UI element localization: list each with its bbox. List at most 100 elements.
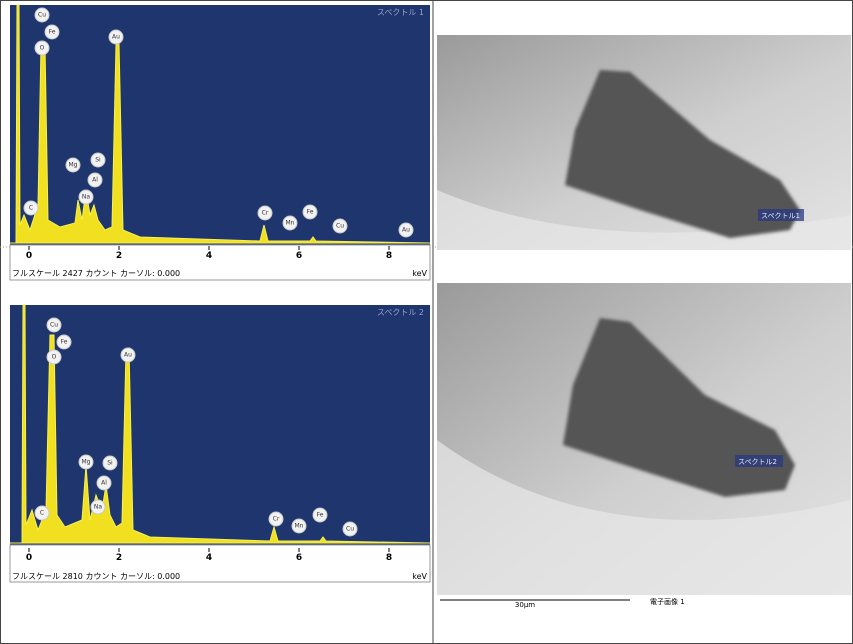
peak-label: Al — [96, 475, 112, 491]
footer: フルスケール 2427 カウント カーソル: 0.000 — [12, 269, 180, 278]
unit: keV — [412, 269, 427, 278]
peak-bubble — [302, 204, 318, 220]
peak-text: Cr — [262, 210, 269, 217]
peak-label: Mg — [78, 454, 94, 470]
spectrum-label: スペクトル 1 — [377, 8, 424, 17]
peak-label: Fe — [302, 204, 318, 220]
peak-label: Cu — [34, 7, 50, 23]
spectrum — [10, 4, 431, 244]
peak-label: Si — [102, 455, 118, 471]
peak-bubble — [78, 189, 94, 205]
peak-text: Cr — [273, 516, 280, 523]
peak-label: Mn — [291, 518, 307, 534]
peak-bubble — [90, 499, 106, 515]
peak-text: Fe — [61, 339, 68, 346]
x-tick-label: 0 — [26, 251, 32, 261]
peak-label: Cu — [332, 218, 348, 234]
peak-text: Na — [94, 504, 102, 511]
peak-bubble — [120, 347, 136, 363]
peak-label: O — [34, 40, 50, 56]
spectrum-panel: スペクトル 1 — [10, 4, 431, 245]
scale-length: 30μm — [515, 601, 535, 609]
x-tick-label: 4 — [206, 553, 212, 563]
peak-text: Fe — [307, 209, 314, 216]
peak-label: Na — [90, 499, 106, 515]
peak-label: Cr — [257, 205, 273, 221]
peak-text: Al — [92, 177, 98, 184]
peak-text: Mg — [69, 162, 78, 169]
peak-text: Fe — [317, 512, 324, 519]
peak-label: Au — [398, 222, 414, 238]
x-tick-label: 2 — [116, 553, 122, 563]
peak-bubble — [282, 215, 298, 231]
peak-text: Mg — [82, 459, 91, 466]
peak-bubble — [332, 218, 348, 234]
peak-label: C — [23, 200, 39, 216]
peak-label: Au — [108, 29, 124, 45]
peak-label: Mn — [282, 215, 298, 231]
peak-bubble — [46, 349, 62, 365]
peak-bubble — [102, 455, 118, 471]
peak-label: Na — [78, 189, 94, 205]
peak-text: Au — [112, 34, 120, 41]
peak-text: O — [52, 354, 57, 361]
peak-bubble — [398, 222, 414, 238]
peak-text: Mn — [295, 523, 304, 530]
peak-bubble — [291, 518, 307, 534]
peak-text: Fe — [49, 29, 56, 36]
peak-bubble — [96, 475, 112, 491]
peak-label: Cu — [46, 317, 62, 333]
sem-image: スペクトル2 — [437, 283, 851, 595]
axis-strip — [9, 244, 431, 281]
peak-label: Si — [90, 152, 106, 168]
peak-bubble — [34, 505, 50, 521]
peak-bubble — [56, 334, 72, 350]
peak-label: Fe — [56, 334, 72, 350]
peak-bubble — [268, 511, 284, 527]
peak-text: Au — [124, 352, 132, 359]
peak-bubble — [44, 24, 60, 40]
peak-text: Cu — [336, 223, 344, 230]
axis-strip — [9, 544, 431, 583]
x-tick-label: 4 — [206, 251, 212, 261]
spectrum-marker: スペクトル1 — [761, 212, 800, 220]
peak-label: Cr — [268, 511, 284, 527]
peak-text: C — [40, 510, 44, 517]
peak-bubble — [87, 172, 103, 188]
peak-label: Au — [120, 347, 136, 363]
peak-label: Fe — [44, 24, 60, 40]
x-tick-label: 6 — [296, 553, 302, 563]
peak-label: Cu — [342, 521, 358, 537]
x-tick-label: 2 — [116, 251, 122, 261]
peak-bubble — [108, 29, 124, 45]
x-tick-label: 6 — [296, 251, 302, 261]
peak-text: C — [29, 205, 33, 212]
peak-bubble — [90, 152, 106, 168]
peak-text: Mn — [286, 220, 295, 227]
particle — [565, 70, 800, 238]
plot-area — [10, 5, 430, 245]
spectrum-panel: スペクトル 2 — [10, 304, 431, 545]
peak-text: Si — [95, 157, 101, 164]
peak-text: Au — [402, 227, 410, 234]
peak-text: Cu — [38, 12, 46, 19]
peak-bubble — [34, 40, 50, 56]
particle — [563, 318, 795, 497]
x-tick-label: 8 — [386, 251, 392, 261]
x-tick-label: 8 — [386, 553, 392, 563]
unit: keV — [412, 572, 427, 581]
peak-bubble — [342, 521, 358, 537]
peak-text: Na — [82, 194, 90, 201]
peak-bubble — [312, 507, 328, 523]
spectrum-label: スペクトル 2 — [377, 308, 424, 317]
sem-image: スペクトル1 — [437, 35, 851, 250]
peak-bubble — [46, 317, 62, 333]
peak-label: O — [46, 349, 62, 365]
peak-label: Fe — [312, 507, 328, 523]
x-tick-label: 0 — [26, 553, 32, 563]
footer: フルスケール 2810 カウント カーソル: 0.000 — [12, 572, 180, 581]
peak-bubble — [257, 205, 273, 221]
peak-text: Al — [101, 480, 107, 487]
